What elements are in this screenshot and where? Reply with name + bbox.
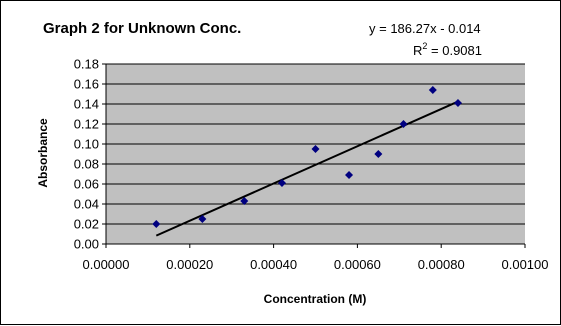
y-tick-label: 0.14	[74, 97, 99, 112]
y-tick-label: 0.12	[74, 117, 99, 132]
trendline	[155, 100, 459, 237]
y-tick-label: 0.04	[74, 197, 99, 212]
x-tick-label: 0.00060	[334, 257, 381, 272]
y-tick-label: 0.18	[74, 57, 99, 72]
data-point	[345, 171, 354, 179]
data-point	[311, 145, 320, 153]
data-point	[198, 215, 207, 223]
plot-area	[106, 64, 525, 244]
y-tick-label: 0.08	[74, 157, 99, 172]
data-point	[428, 86, 437, 94]
r-squared-superscript: 2	[422, 41, 427, 51]
y-tick-label: 0.10	[74, 137, 99, 152]
data-point	[374, 150, 383, 158]
data-point	[277, 179, 286, 187]
data-point	[240, 197, 249, 205]
data-point	[152, 220, 161, 228]
data-points	[152, 86, 462, 228]
r-squared-r: R	[413, 43, 422, 58]
r-squared-value: = 0.9081	[427, 43, 482, 58]
y-tick-labels: 0.00 0.02 0.04 0.06 0.08 0.10 0.12 0.14 0.16 0.18	[74, 57, 99, 252]
y-tick-label: 0.00	[74, 237, 99, 252]
trendline-equation: y = 186.27x - 0.014	[369, 21, 481, 36]
data-point	[453, 99, 462, 107]
data-point	[399, 120, 408, 128]
x-tick-labels: 0.00000 0.00020 0.00040 0.00060 0.00080 0.001…	[83, 257, 549, 272]
r-squared-label: R2 = 0.9081	[413, 41, 482, 58]
x-tick-label: 0.00040	[250, 257, 297, 272]
x-tick-label: 0.00020	[166, 257, 213, 272]
y-axis-title: Absorbance	[36, 118, 50, 188]
y-tick-label: 0.02	[74, 217, 99, 232]
axes	[102, 63, 526, 248]
y-tick-label: 0.16	[74, 77, 99, 92]
x-tick-label: 0.00100	[502, 257, 549, 272]
chart-title: Graph 2 for Unknown Conc.	[43, 20, 241, 37]
x-axis-title: Concentration (M)	[264, 292, 367, 306]
x-tick-label: 0.00000	[83, 257, 130, 272]
y-tick-label: 0.06	[74, 177, 99, 192]
x-tick-label: 0.00080	[418, 257, 465, 272]
